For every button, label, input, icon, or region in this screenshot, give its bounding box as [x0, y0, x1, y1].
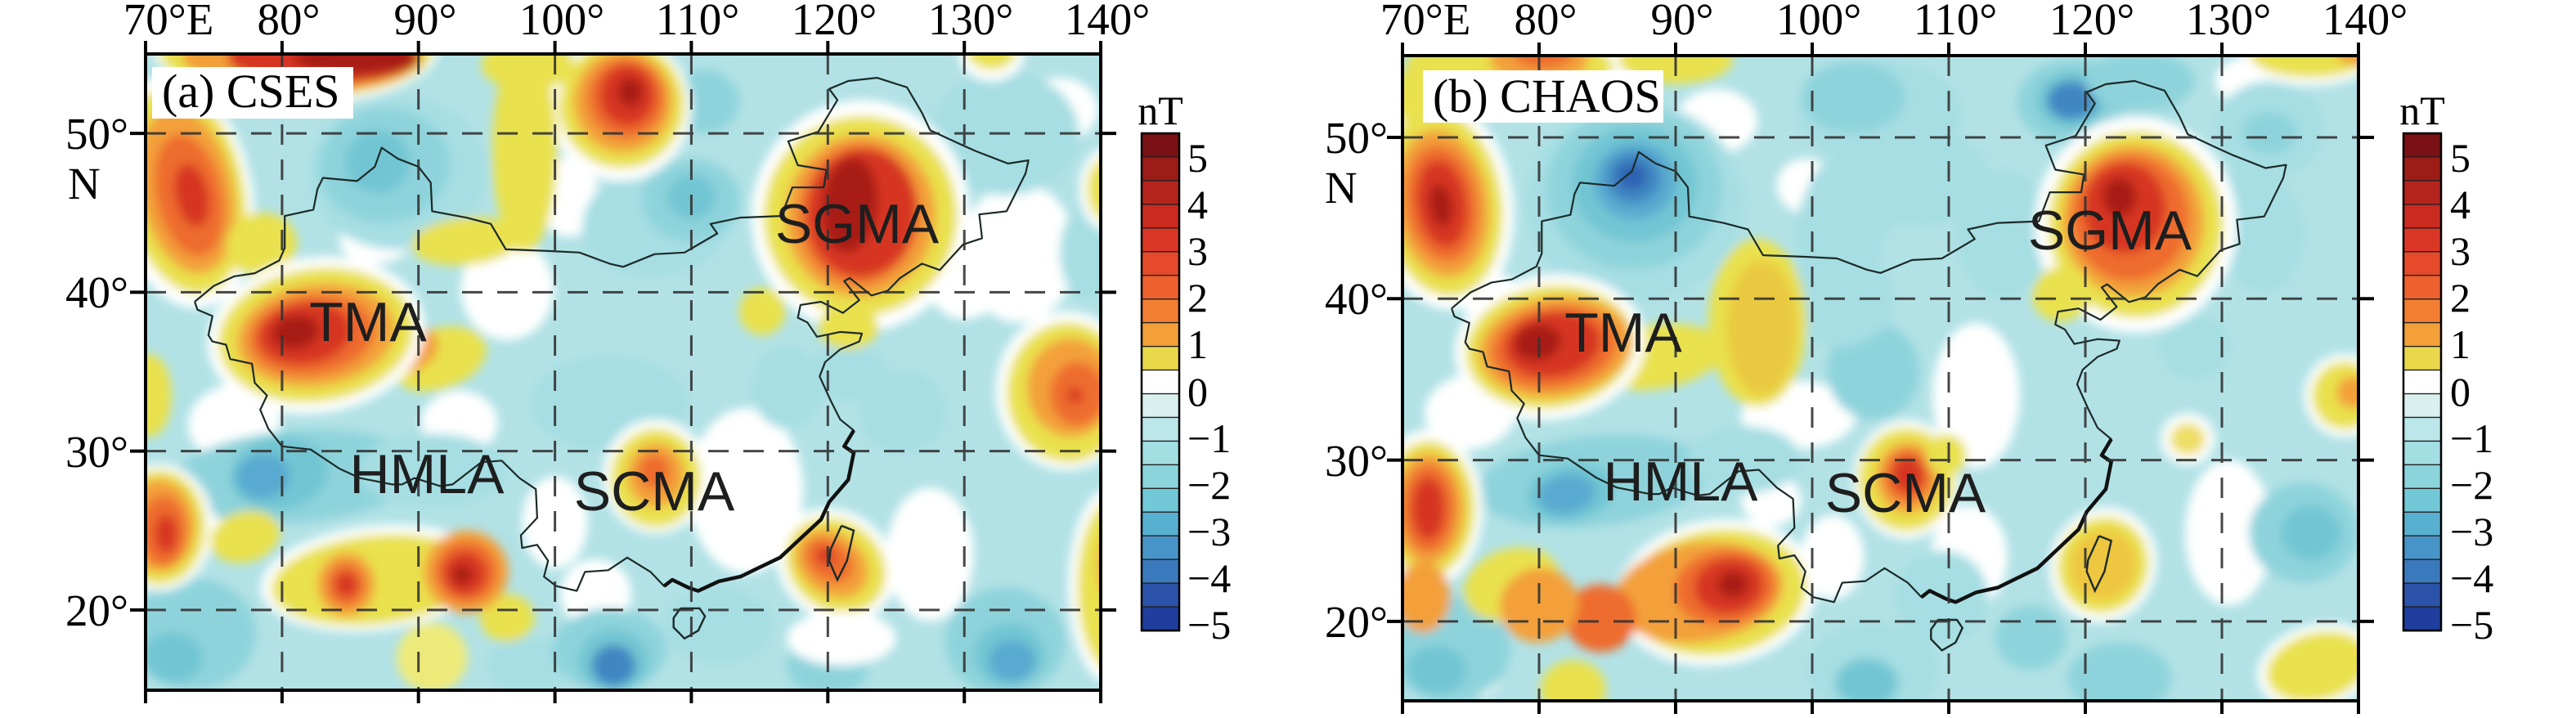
svg-text:110°: 110° — [1914, 0, 1997, 44]
svg-text:140°: 140° — [2322, 0, 2408, 44]
svg-text:−3: −3 — [1187, 509, 1231, 554]
svg-text:70°E: 70°E — [1380, 0, 1471, 44]
svg-text:30°: 30° — [65, 427, 128, 477]
svg-text:90°: 90° — [1651, 0, 1714, 44]
svg-text:100°: 100° — [1776, 0, 1862, 44]
svg-text:80°: 80° — [1515, 0, 1577, 44]
svg-text:3: 3 — [2450, 228, 2471, 274]
svg-text:1: 1 — [2450, 321, 2471, 367]
svg-text:SCMA: SCMA — [574, 460, 735, 523]
svg-text:40°: 40° — [1325, 274, 1388, 324]
svg-text:3: 3 — [1187, 228, 1208, 274]
svg-text:nT: nT — [1138, 88, 1183, 133]
svg-text:−4: −4 — [1187, 555, 1231, 601]
svg-text:0: 0 — [1187, 369, 1208, 415]
svg-text:−5: −5 — [2450, 602, 2493, 648]
svg-text:HMLA: HMLA — [1604, 451, 1759, 513]
svg-text:4: 4 — [1187, 182, 1208, 227]
svg-text:1: 1 — [1187, 321, 1208, 367]
svg-text:5: 5 — [1187, 135, 1208, 181]
svg-text:(a) CSES: (a) CSES — [162, 65, 340, 118]
svg-text:(b) CHAOS: (b) CHAOS — [1433, 70, 1661, 123]
svg-text:SCMA: SCMA — [1825, 462, 1986, 524]
svg-text:0: 0 — [2450, 369, 2471, 415]
svg-text:HMLA: HMLA — [350, 443, 505, 505]
svg-text:N: N — [68, 159, 101, 209]
svg-text:140°: 140° — [1065, 0, 1151, 44]
svg-text:−1: −1 — [1187, 415, 1231, 461]
svg-text:TMA: TMA — [309, 291, 427, 353]
svg-text:2: 2 — [2450, 275, 2471, 321]
svg-text:4: 4 — [2450, 182, 2471, 227]
svg-text:N: N — [1325, 163, 1358, 213]
svg-text:20°: 20° — [1325, 597, 1388, 647]
svg-text:−2: −2 — [2450, 462, 2493, 508]
svg-text:5: 5 — [2450, 135, 2471, 181]
svg-text:nT: nT — [2399, 88, 2445, 133]
svg-text:SGMA: SGMA — [775, 193, 940, 255]
svg-text:−4: −4 — [2450, 555, 2493, 601]
svg-text:−1: −1 — [2450, 415, 2493, 461]
svg-text:30°: 30° — [1325, 436, 1388, 486]
svg-text:SGMA: SGMA — [2028, 200, 2192, 262]
svg-text:80°: 80° — [258, 0, 321, 44]
svg-text:130°: 130° — [2186, 0, 2272, 44]
svg-text:120°: 120° — [792, 0, 877, 44]
svg-text:40°: 40° — [65, 267, 128, 317]
svg-text:110°: 110° — [656, 0, 739, 44]
svg-text:−3: −3 — [2450, 509, 2493, 554]
svg-text:20°: 20° — [65, 586, 128, 635]
svg-text:50°: 50° — [1325, 113, 1388, 163]
svg-text:−2: −2 — [1187, 462, 1231, 508]
svg-text:70°E: 70°E — [123, 0, 214, 44]
svg-text:100°: 100° — [519, 0, 605, 44]
svg-text:50°: 50° — [65, 109, 128, 159]
svg-text:90°: 90° — [394, 0, 457, 44]
svg-text:TMA: TMA — [1564, 302, 1682, 364]
svg-text:−5: −5 — [1187, 602, 1231, 648]
svg-text:130°: 130° — [928, 0, 1014, 44]
svg-text:120°: 120° — [2049, 0, 2135, 44]
svg-text:2: 2 — [1187, 275, 1208, 321]
